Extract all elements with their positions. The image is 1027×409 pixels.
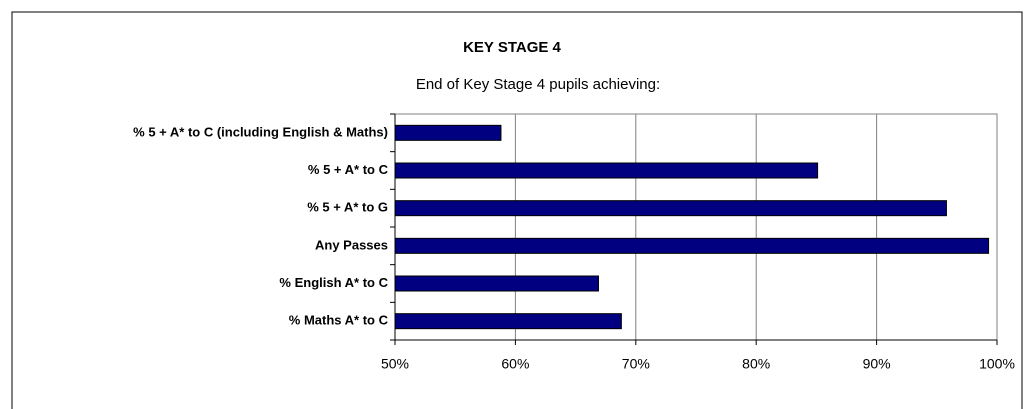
bar — [394, 200, 947, 217]
x-tick-label: 80% — [742, 356, 770, 372]
bar — [394, 237, 990, 254]
y-tick-label: % English A* to C — [279, 275, 388, 290]
bar — [394, 124, 502, 141]
y-tick-label: % 5 + A* to C — [308, 162, 389, 177]
y-tick-label: Any Passes — [315, 237, 388, 252]
x-tick-label: 70% — [622, 356, 650, 372]
x-tick-label: 90% — [863, 356, 891, 372]
x-tick-label: 50% — [381, 356, 409, 372]
y-tick-label: % Maths A* to C — [289, 313, 389, 328]
bar — [394, 162, 819, 179]
bar — [394, 313, 622, 330]
x-tick-label: 100% — [979, 356, 1015, 372]
y-tick-label: % 5 + A* to G — [307, 200, 388, 215]
y-tick-label: % 5 + A* to C (including English & Maths… — [133, 124, 388, 139]
chart-border — [11, 11, 1023, 409]
bar — [394, 275, 599, 292]
plot-area — [394, 113, 998, 341]
chart-subtitle: End of Key Stage 4 pupils achieving: — [416, 76, 660, 93]
chart-title: KEY STAGE 4 — [463, 39, 561, 56]
x-tick-label: 60% — [501, 356, 529, 372]
